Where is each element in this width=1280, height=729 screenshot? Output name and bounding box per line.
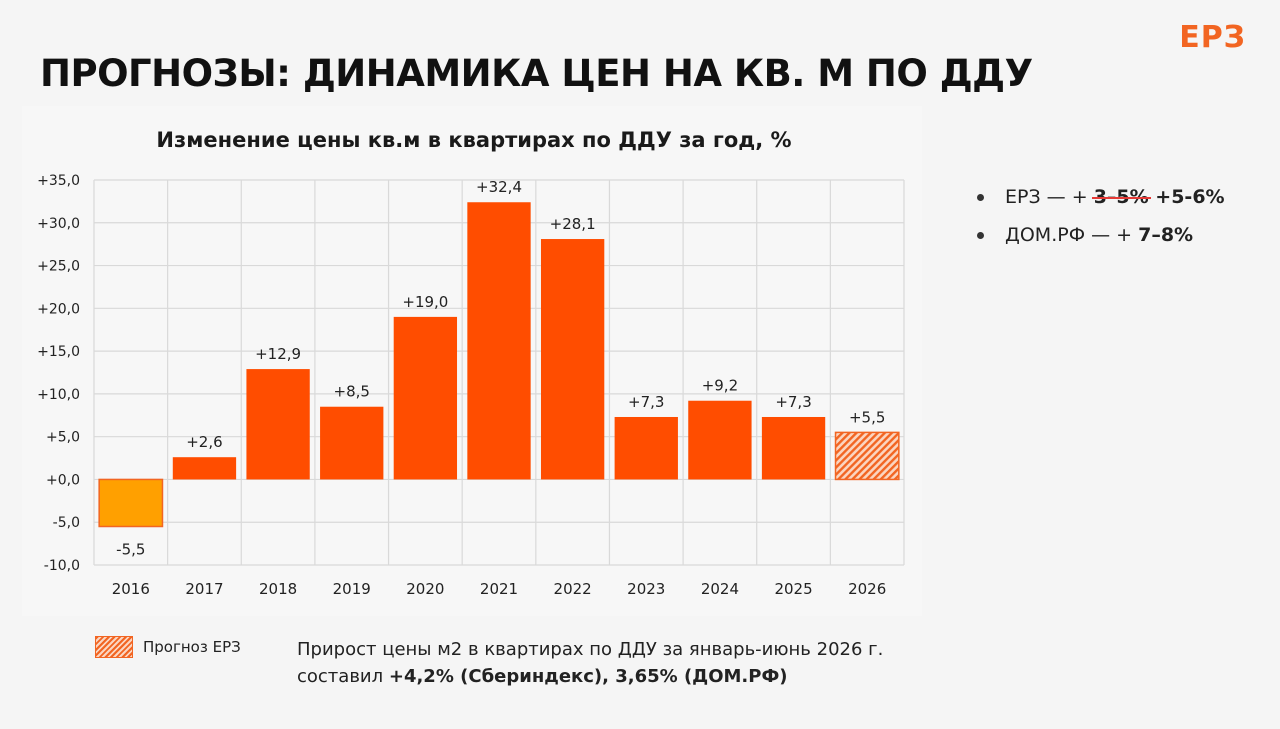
value-label-2025: +7,3 [775, 393, 811, 411]
domrf-forecast-value: 7–8% [1138, 224, 1194, 246]
y-tick-label: -10,0 [44, 558, 80, 574]
chart-title: Изменение цены кв.м в квартирах по ДДУ з… [156, 128, 791, 152]
y-tick-label: +5,0 [46, 430, 80, 446]
legend-forecast-label: Прогноз ЕРЗ [143, 638, 241, 656]
bar-2021 [467, 202, 531, 480]
y-tick-label: +0,0 [46, 472, 80, 488]
x-tick-label-2024: 2024 [701, 580, 739, 598]
forecast-item-domrf: ДОМ.РФ — + 7–8% [975, 221, 1225, 259]
value-label-2018: +12,9 [255, 345, 301, 363]
bar-2020 [393, 316, 458, 480]
bar-2019 [320, 406, 384, 480]
bar-2024 [688, 400, 752, 480]
value-label-2016: -5,5 [116, 541, 145, 559]
x-tick-label-2018: 2018 [259, 580, 297, 598]
value-label-2017: +2,6 [186, 433, 222, 451]
y-tick-label: +30,0 [37, 216, 80, 232]
forecast-list: ЕРЗ — + 3–5% +5-6% ДОМ.РФ — + 7–8% [975, 183, 1225, 259]
value-label-2021: +32,4 [476, 178, 522, 196]
page-title: ПРОГНОЗЫ: ДИНАМИКА ЦЕН НА КВ. М ПО ДДУ [40, 52, 1033, 95]
x-tick-label-2022: 2022 [554, 580, 592, 598]
bar-chart: Изменение цены кв.м в квартирах по ДДУ з… [37, 128, 905, 598]
footnote-line-2: составил +4,2% (Сбериндекс), 3,65% (ДОМ.… [297, 663, 883, 690]
footnote: Прирост цены м2 в квартирах по ДДУ за ян… [297, 636, 883, 690]
x-tick-label-2021: 2021 [480, 580, 518, 598]
x-tick-label-2025: 2025 [774, 580, 812, 598]
footnote-values: +4,2% (Сбериндекс), 3,65% (ДОМ.РФ) [388, 666, 788, 687]
y-tick-label: +35,0 [37, 173, 80, 189]
x-tick-label-2026: 2026 [848, 580, 886, 598]
bar-2016 [98, 478, 164, 528]
bullet-dot [977, 194, 984, 201]
forecast-swatch [95, 636, 133, 658]
footnote-line-1: Прирост цены м2 в квартирах по ДДУ за ян… [297, 639, 884, 660]
erz-new-forecast: +5-6% [1148, 186, 1225, 208]
x-tick-label-2017: 2017 [185, 580, 223, 598]
value-label-2019: +8,5 [334, 383, 370, 401]
y-tick-label: +10,0 [37, 387, 80, 403]
logo: ЕРЗ [1179, 20, 1246, 55]
y-tick-label: -5,0 [53, 515, 80, 531]
value-label-2023: +7,3 [628, 393, 664, 411]
domrf-forecast-prefix: ДОМ.РФ — + [1005, 224, 1139, 246]
x-tick-label-2019: 2019 [333, 580, 371, 598]
bar-2026 [834, 431, 900, 481]
erz-old-forecast: 3–5% [1093, 186, 1149, 208]
forecast-item-erz: ЕРЗ — + 3–5% +5-6% [975, 183, 1225, 221]
y-tick-label: +15,0 [37, 344, 80, 360]
bar-2022 [540, 239, 605, 480]
bar-2018 [246, 369, 310, 480]
y-tick-label: +25,0 [37, 259, 80, 275]
bar-2017 [172, 457, 237, 480]
bar-2025 [761, 416, 826, 480]
footnote-prefix: составил [297, 666, 389, 687]
x-tick-label-2016: 2016 [112, 580, 150, 598]
x-tick-label-2023: 2023 [627, 580, 665, 598]
erz-forecast-prefix: ЕРЗ — + [1005, 186, 1094, 208]
value-label-2024: +9,2 [702, 377, 738, 395]
y-tick-label: +20,0 [37, 301, 80, 317]
value-label-2026: +5,5 [849, 408, 885, 426]
chart-area: Изменение цены кв.м в квартирах по ДДУ з… [22, 106, 922, 616]
bullet-dot [977, 232, 984, 239]
value-label-2022: +28,1 [550, 215, 596, 233]
bar-2023 [614, 416, 678, 480]
chart-legend: Прогноз ЕРЗ [95, 636, 241, 658]
x-tick-label-2020: 2020 [406, 580, 444, 598]
value-label-2020: +19,0 [402, 293, 448, 311]
